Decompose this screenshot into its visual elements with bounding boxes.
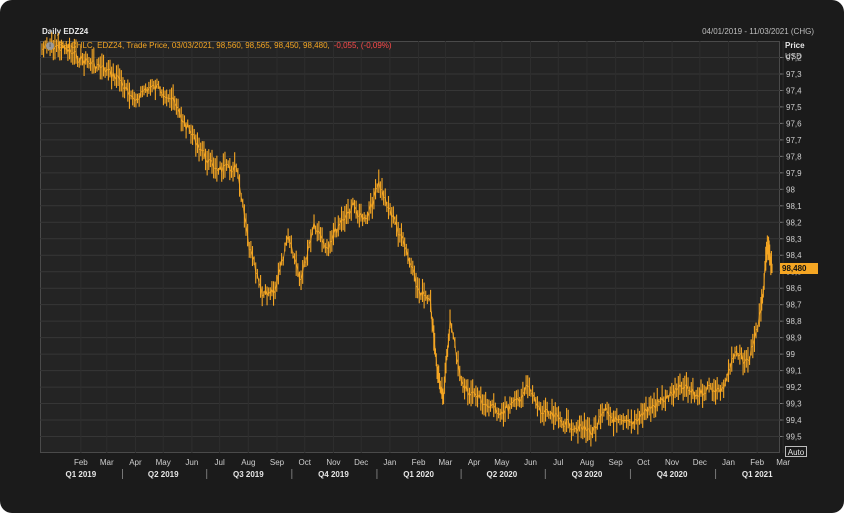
month-tick-label: Jul [215,458,225,467]
last-price-tag: 98,480 [780,263,818,275]
month-tick-label: Mar [100,458,114,467]
price-series-line [41,41,773,437]
month-tick-label: Apr [129,458,142,467]
month-tick-label: Mar [776,458,790,467]
date-range[interactable]: 04/01/2019 - 11/03/2021 (CHG) [702,27,814,36]
legend-change: -0,055, (-0,09%) [333,41,392,50]
y-tick-label: 98,2 [786,218,802,227]
month-tick-label: Sep [270,458,285,467]
month-tick-label: Jun [185,458,198,467]
y-tick-label: 98,1 [786,202,802,211]
y-tick-label: 99,5 [786,433,802,442]
info-circle-icon[interactable]: i [46,41,54,50]
quarter-label: Q3 2019 [233,470,264,479]
axis-title: Price [785,41,805,50]
chart-title: Daily EDZ24 [42,27,89,36]
month-tick-label: Feb [74,458,88,467]
month-tick-label: Jul [553,458,563,467]
month-tick-label: Apr [468,458,481,467]
quarter-label: Q1 2020 [403,470,434,479]
month-tick-label: Jan [722,458,735,467]
y-tick-label: 99,3 [786,400,802,409]
month-tick-label: Nov [665,458,679,467]
month-tick-label: Aug [241,458,255,467]
quarter-label: Q1 2021 [742,470,773,479]
month-tick-label: Jan [383,458,396,467]
quarter-label: Q2 2020 [486,470,517,479]
y-tick-label: 98,7 [786,301,802,310]
quarter-label: Q4 2020 [657,470,688,479]
y-tick-label: 99,2 [786,383,802,392]
month-tick-label: Mar [439,458,453,467]
y-tick-label: 97,5 [786,103,802,112]
month-tick-label: Dec [693,458,707,467]
month-tick-label: Nov [326,458,340,467]
auto-scale-button[interactable]: Auto [785,446,807,457]
month-tick-label: Oct [299,458,312,467]
axis-unit: USD [785,52,802,61]
month-tick-label: May [156,458,171,467]
y-tick-label: 97,7 [786,136,802,145]
y-tick-label: 98,8 [786,317,802,326]
quarter-label: Q4 2019 [318,470,349,479]
month-tick-label: Oct [637,458,650,467]
quarter-label: Q1 2019 [66,470,97,479]
month-tick-label: Jun [524,458,537,467]
quarter-label: Q3 2020 [572,470,603,479]
month-tick-label: May [494,458,509,467]
chart-header: Daily EDZ24 04/01/2019 - 11/03/2021 (CHG… [0,0,844,40]
month-tick-label: Feb [750,458,764,467]
y-tick-label: 97,6 [786,119,802,128]
y-tick-label: 97,8 [786,152,802,161]
y-tick-label: 99,4 [786,416,802,425]
y-tick-label: 97,2 [786,53,802,62]
month-tick-label: Feb [412,458,426,467]
y-tick-label: 97,3 [786,70,802,79]
y-tick-label: 98,6 [786,284,802,293]
month-tick-label: Sep [609,458,624,467]
month-tick-label: Aug [580,458,594,467]
y-tick-label: 99,1 [786,367,802,376]
quarter-label: Q2 2019 [148,470,179,479]
y-tick-label: 98 [786,185,795,194]
y-tick-label: 98,4 [786,251,802,260]
y-tick-label: 98,9 [786,334,802,343]
price-axis-header: Price USD [785,40,805,62]
y-tick-label: 98,3 [786,235,802,244]
month-tick-label: Dec [354,458,368,467]
legend-text: BarOHLC, EDZ24, Trade Price, 03/03/2021,… [58,41,330,50]
y-tick-label: 99 [786,350,795,359]
series-legend: i BarOHLC, EDZ24, Trade Price, 03/03/202… [46,41,392,50]
y-tick-label: 97,9 [786,169,802,178]
y-tick-label: 97,4 [786,86,802,95]
